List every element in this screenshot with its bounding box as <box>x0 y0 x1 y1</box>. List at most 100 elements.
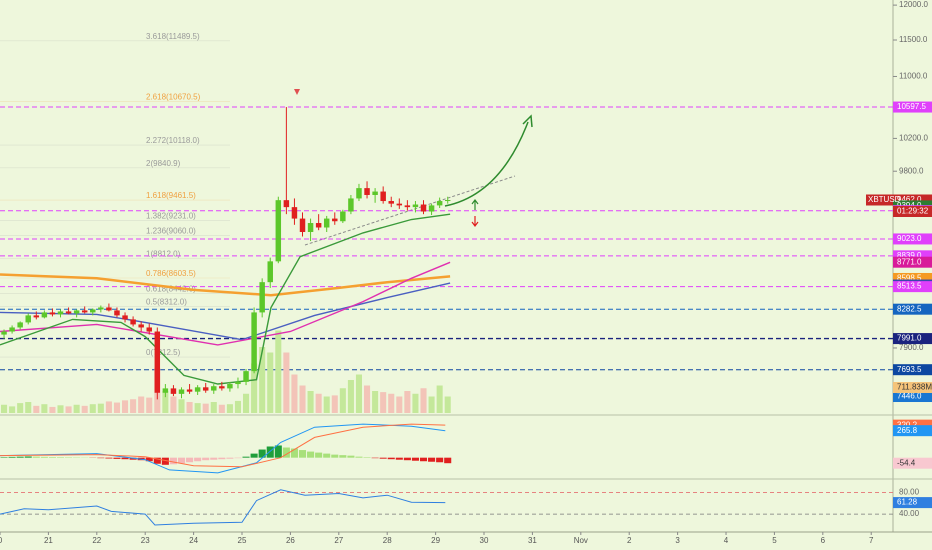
y-tick-label: 9800.0 <box>899 166 924 175</box>
candle-body <box>227 384 233 389</box>
volume-tag-bg <box>893 382 932 393</box>
volume-bar <box>234 400 242 413</box>
candle-body <box>186 389 193 392</box>
y-tick-label: 11500.0 <box>899 35 928 44</box>
candle-body <box>283 200 290 208</box>
fib-label: 0.618(8442.0) <box>146 285 196 294</box>
rsi-tag-bg <box>893 497 932 509</box>
volume-bar <box>412 393 419 413</box>
x-tick-label: 31 <box>528 536 537 545</box>
volume-bar <box>33 405 40 413</box>
volume-bar <box>291 374 298 413</box>
fib-label: 2(9840.9) <box>146 159 181 168</box>
candle-body <box>57 311 64 315</box>
y-tick-label: 10200.0 <box>899 134 928 143</box>
volume-bar <box>57 405 64 413</box>
x-tick-label: 3 <box>675 536 680 545</box>
y-tick-label: 40.00 <box>899 509 920 518</box>
x-tick-label: 30 <box>480 536 489 545</box>
candle-body <box>122 315 128 320</box>
volume-bar <box>210 402 217 413</box>
candle-body <box>259 282 265 313</box>
level-tag-bg <box>893 333 932 345</box>
candle-body <box>251 312 257 372</box>
volume-bar <box>105 401 112 413</box>
ma-line <box>0 282 451 341</box>
volume-bar <box>275 330 282 413</box>
fib-label: 1.236(9060.0) <box>146 227 196 236</box>
volume-bar <box>194 403 201 413</box>
volume-bar <box>299 385 306 413</box>
candle-body <box>315 223 322 228</box>
candle-body <box>323 218 330 228</box>
down-arrow <box>471 216 479 227</box>
macd-hist-bar <box>403 457 411 461</box>
macd-hist-bar <box>194 457 202 462</box>
volume-bar <box>122 400 129 413</box>
candle-body <box>267 261 273 283</box>
fib-label: 1.382(9231.0) <box>146 211 196 220</box>
candle-body <box>235 381 241 385</box>
volume-bar <box>388 393 395 413</box>
macd-hist-bar <box>250 453 258 458</box>
macd-hist-bar <box>331 454 339 458</box>
countdown: 01:29:32 <box>897 207 929 216</box>
macd-hist-bar <box>48 457 56 458</box>
volume-bar <box>331 395 338 413</box>
candle-body <box>65 311 72 314</box>
candle-body <box>388 201 394 204</box>
macd-hist-bar <box>97 457 105 459</box>
macd-hist-bar <box>307 451 315 458</box>
candle-body <box>340 211 346 222</box>
volume-bar <box>251 363 258 413</box>
macd-hist-bar <box>24 456 32 458</box>
level-tag: 8282.5 <box>897 304 922 313</box>
candle-body <box>138 324 144 328</box>
x-tick-label: 7 <box>869 536 874 545</box>
fib-label: 0.5(8312.0) <box>146 297 187 306</box>
candle-body <box>154 331 161 393</box>
level-tag: 7991.0 <box>897 334 922 343</box>
candle-body <box>364 188 370 195</box>
candle-body <box>90 309 96 313</box>
fib-label: 3.618(11489.5) <box>146 32 200 41</box>
macd-hist-bar <box>153 457 161 464</box>
macd-hist-bar <box>16 456 24 458</box>
fib-label: 1(8812.0) <box>146 249 181 258</box>
macd-hist-bar <box>274 445 282 458</box>
projection-curve <box>444 121 529 207</box>
candle-body <box>243 371 249 382</box>
rsi-line <box>0 489 446 526</box>
volume-bar <box>226 404 233 413</box>
volume-bar <box>323 396 330 413</box>
volume-bar <box>218 404 225 413</box>
volume-bar <box>65 406 72 413</box>
candle-body <box>146 327 152 332</box>
macd-hist-bar <box>290 448 298 458</box>
volume-bar <box>25 402 32 413</box>
macd-hist-bar <box>226 457 234 459</box>
candle-body <box>25 315 31 323</box>
volume-bar <box>81 405 88 413</box>
volume-bar <box>73 404 80 413</box>
macd-line <box>0 423 446 474</box>
volume-bar <box>283 352 290 413</box>
symbol-tag-bg <box>866 194 893 206</box>
macd-hist-bar <box>145 457 153 462</box>
candle-body <box>332 218 338 222</box>
candle-body <box>98 307 104 310</box>
x-tick-label: 28 <box>383 536 392 545</box>
x-tick-label: 29 <box>431 536 440 545</box>
level-tag-bg <box>893 303 932 315</box>
volume-bar <box>243 393 250 413</box>
level-tag-bg <box>893 233 932 245</box>
volume-bar <box>97 403 104 413</box>
macd-signal-tag: 320.2 <box>897 420 918 429</box>
candle-body <box>299 218 306 232</box>
volume-bar <box>347 380 354 413</box>
x-tick-label: 27 <box>334 536 343 545</box>
macd-hist-bar <box>202 457 210 461</box>
macd-hist-bar <box>113 457 121 459</box>
ma-line <box>0 261 451 346</box>
